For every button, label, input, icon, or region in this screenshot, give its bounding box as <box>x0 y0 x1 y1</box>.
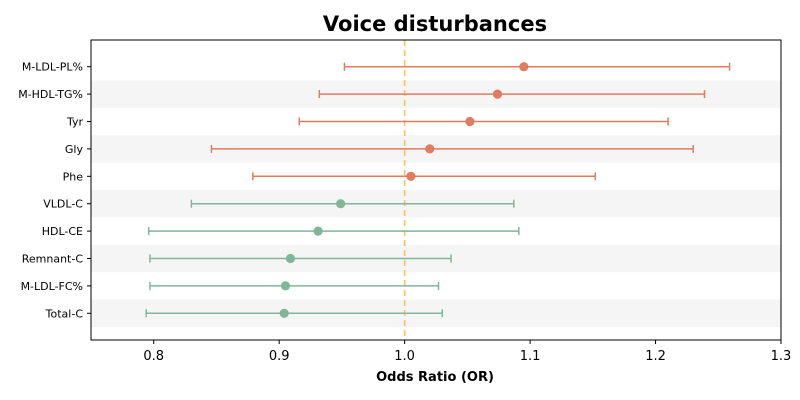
row-total-c <box>145 308 444 318</box>
or-point <box>425 144 435 154</box>
y-tick-label: Gly <box>65 143 84 156</box>
or-point <box>492 89 503 99</box>
chart-title: Voice disturbances <box>323 12 547 36</box>
x-axis: 0.8 0.9 1.0 1.1 1.2 1.3 <box>143 340 791 364</box>
or-point <box>406 171 416 181</box>
row-m-ldl-pl- <box>343 62 731 72</box>
error-bars <box>145 62 731 318</box>
x-tick-label: 0.8 <box>143 349 164 364</box>
row-tyr <box>298 116 669 127</box>
or-point <box>313 226 323 236</box>
or-point <box>336 199 346 209</box>
y-tick-label: M-LDL-PL% <box>22 61 83 74</box>
plot-frame <box>90 39 782 341</box>
row-hdl-ce <box>147 226 520 236</box>
y-tick-label: VLDL-C <box>43 198 83 211</box>
x-axis-label: Odds Ratio (OR) <box>376 370 494 385</box>
row-remnant-c <box>149 253 452 264</box>
y-tick-label: HDL-CE <box>42 225 83 238</box>
x-tick-label: 1.3 <box>771 349 792 364</box>
x-tick-label: 1.0 <box>394 349 415 364</box>
row-m-hdl-tg- <box>318 89 706 99</box>
row-phe <box>252 171 597 181</box>
or-point <box>285 253 296 264</box>
or-point <box>465 116 475 127</box>
y-tick-label: Phe <box>63 170 84 183</box>
or-point <box>519 62 529 72</box>
x-tick-label: 0.9 <box>269 349 290 364</box>
or-point <box>280 281 291 291</box>
y-tick-label: Tyr <box>66 116 84 129</box>
x-tick-label: 1.2 <box>645 349 666 364</box>
row-vldl-c <box>190 199 515 209</box>
x-tick-label: 1.1 <box>520 349 541 364</box>
y-axis: M-LDL-PL% M-HDL-TG% Tyr Gly Phe VLDL-C HDL-CE R… <box>18 61 91 320</box>
y-tick-label: M-HDL-TG% <box>18 88 83 101</box>
or-point <box>279 308 289 318</box>
y-tick-label: Total-C <box>45 307 84 320</box>
y-tick-label: Remnant-C <box>22 253 84 266</box>
row-gly <box>210 144 694 154</box>
y-tick-label: M-LDL-FC% <box>21 280 83 293</box>
row-m-ldl-fc- <box>149 281 440 291</box>
